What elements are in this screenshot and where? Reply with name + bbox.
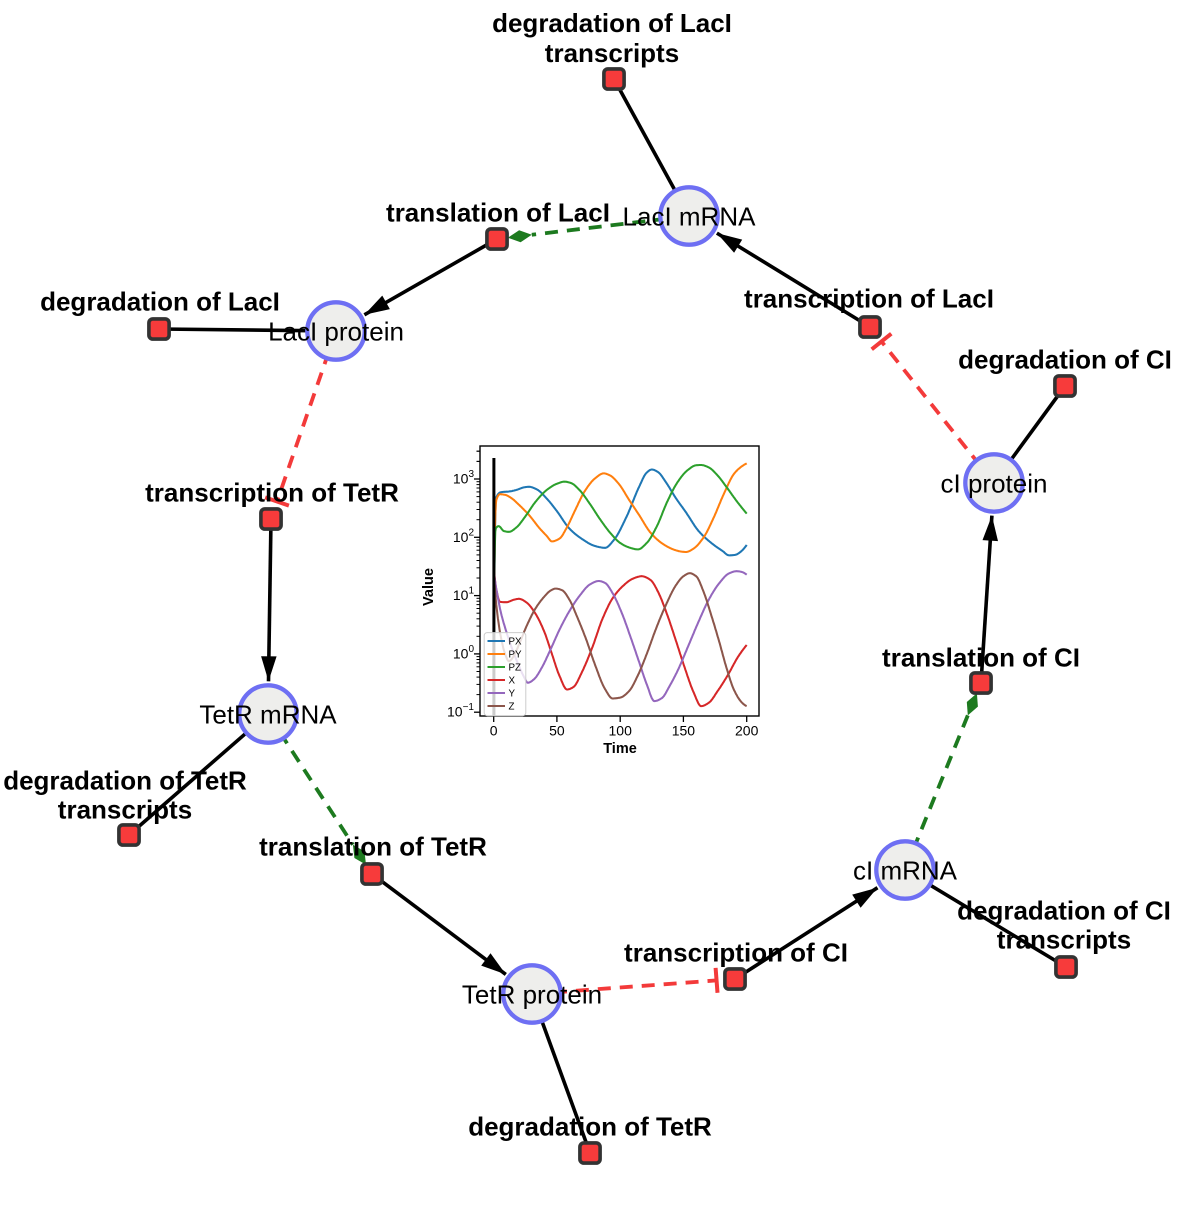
svg-text:PX: PX [509,636,523,647]
svg-text:degradation of TetR: degradation of TetR [3,766,247,796]
svg-text:degradation of TetR: degradation of TetR [468,1112,712,1142]
svg-text:degradation of LacI: degradation of LacI [492,8,732,38]
svg-text:Value: Value [421,568,437,606]
svg-text:TetR protein: TetR protein [462,980,602,1010]
svg-text:0: 0 [490,723,498,739]
svg-text:cI protein: cI protein [941,469,1048,499]
svg-text:transcription of LacI: transcription of LacI [744,284,994,314]
svg-text:100: 100 [609,723,633,739]
svg-text:Time: Time [603,741,637,757]
svg-text:Z: Z [509,701,515,712]
svg-text:transcription of TetR: transcription of TetR [145,478,399,508]
svg-text:transcripts: transcripts [58,795,192,825]
svg-text:translation of LacI: translation of LacI [386,198,610,228]
svg-text:PZ: PZ [509,662,522,673]
svg-text:LacI mRNA: LacI mRNA [623,202,757,232]
svg-text:transcripts: transcripts [997,925,1131,955]
svg-text:translation of CI: translation of CI [882,643,1080,673]
svg-text:150: 150 [672,723,696,739]
svg-text:degradation of LacI: degradation of LacI [40,287,280,317]
svg-text:TetR mRNA: TetR mRNA [199,700,337,730]
svg-text:transcripts: transcripts [545,38,679,68]
svg-text:Y: Y [509,688,516,699]
svg-text:200: 200 [735,723,759,739]
svg-text:degradation of CI: degradation of CI [958,345,1172,375]
svg-text:PY: PY [509,649,523,660]
svg-text:LacI protein: LacI protein [268,317,404,347]
svg-text:transcription of CI: transcription of CI [624,938,848,968]
svg-text:translation of TetR: translation of TetR [259,832,487,862]
svg-text:degradation of CI: degradation of CI [957,896,1171,926]
svg-text:cI mRNA: cI mRNA [853,856,958,886]
svg-text:X: X [509,675,516,686]
svg-text:50: 50 [549,723,565,739]
